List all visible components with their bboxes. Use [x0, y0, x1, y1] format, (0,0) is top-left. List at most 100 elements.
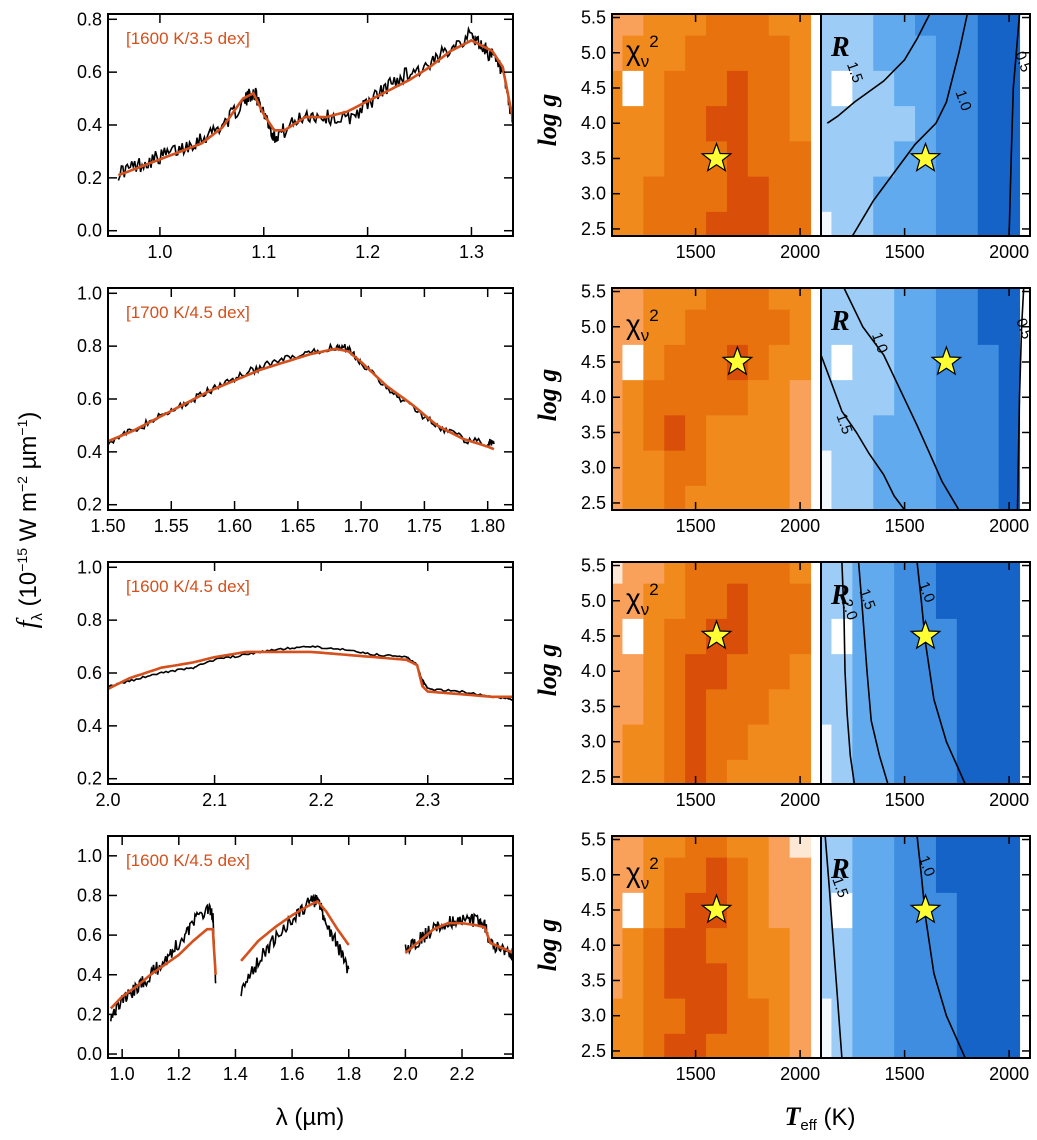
r-contour-1.5: [824, 836, 843, 1058]
chi-panel-1: 1500 2000 χν2: [611, 13, 822, 262]
r-panel-4: 1.5 1.0 1500 2000 R: [820, 835, 1031, 1084]
r-cell: [977, 688, 1000, 725]
y-tick-label: 5.0: [581, 591, 606, 611]
grid-ylabel-row1: log g: [533, 94, 562, 147]
chi-cell: [726, 759, 749, 784]
r-cell: [831, 211, 853, 236]
r-cell: [915, 653, 937, 690]
spectrum-panel-4: 1.0 1.2 1.4 1.6 1.8 2.0 2.2 0.0 0.2 0.4 0.6 0.8 1.0 […: [77, 835, 514, 1084]
chi-cell: [664, 344, 686, 381]
r-cell: [831, 379, 853, 416]
chi-cell: [768, 288, 791, 310]
chi-cell: [706, 35, 728, 71]
chi-cell: [789, 583, 812, 619]
r-cell: [956, 962, 979, 999]
chi-cell: [664, 562, 686, 584]
r-cell: [852, 35, 874, 71]
y-tick-label: 0.2: [77, 168, 102, 188]
r-cell: [831, 836, 853, 858]
r-contour-0.5: [1016, 288, 1025, 510]
r-cell: [831, 724, 853, 760]
chi-cell: [622, 836, 644, 858]
r-cell: [852, 140, 874, 177]
chi-cell: [726, 140, 749, 177]
y-tick-label: 0.2: [77, 769, 102, 789]
r-cell: [998, 70, 1021, 107]
r-cell: [915, 176, 937, 212]
r-cell: [977, 450, 1000, 486]
chi-cell: [768, 962, 791, 999]
r-cell: [977, 344, 1000, 381]
r-cell: [873, 998, 895, 1034]
chi-cell: [789, 653, 812, 690]
r-cell: [998, 562, 1021, 584]
x-tick-label: 2.0: [393, 1064, 418, 1084]
chi-cell: [789, 857, 812, 893]
r-cell: [821, 414, 832, 451]
r-cell: [821, 562, 832, 584]
chi-cell: [789, 485, 812, 510]
chi-cell: [664, 140, 686, 177]
chi-cell: [622, 962, 644, 999]
r-cell: [821, 450, 832, 486]
r-cell: [873, 140, 895, 177]
y-tick-label: 5.0: [581, 317, 606, 337]
r-cell: [977, 962, 1000, 999]
r-cell: [998, 379, 1021, 416]
r-cell: [915, 836, 937, 858]
chi-cell: [643, 14, 665, 36]
chi-cell: [643, 309, 665, 345]
chi-cell: [643, 379, 665, 416]
r-cell: [831, 857, 853, 893]
chi-cell: [789, 618, 812, 655]
chi-cell: [747, 618, 770, 655]
x-tick-label: 2000: [780, 242, 820, 262]
r-cell: [935, 379, 958, 416]
r-contour-label: 1.5: [843, 60, 866, 85]
chi-cell: [706, 344, 728, 381]
chi-cell: [664, 105, 686, 142]
chi-cell: [747, 1033, 770, 1058]
chi-cell: [685, 70, 707, 107]
chi-cell: [747, 892, 770, 929]
r-cell: [852, 653, 874, 690]
r-cell: [831, 998, 853, 1034]
r-cell: [977, 724, 1000, 760]
r-cell: [831, 414, 853, 451]
chi-cell: [643, 35, 665, 71]
chi-cell: [664, 1033, 686, 1058]
y-tick-label: 3.0: [581, 458, 606, 478]
chi-cell: [622, 35, 644, 71]
r-cell: [915, 35, 937, 71]
x-tick-label: 2000: [780, 516, 820, 536]
r-cell: [977, 176, 1000, 212]
r-cell: [915, 379, 937, 416]
r-cell: [873, 485, 895, 510]
chi-cell: [622, 344, 644, 381]
chi-cell: [612, 211, 623, 236]
r-cell: [935, 759, 958, 784]
chi-cell: [685, 583, 707, 619]
r-cell: [852, 618, 874, 655]
chi-cell: [726, 288, 749, 310]
chi-cell: [726, 724, 749, 760]
r-cell: [915, 562, 937, 584]
chi-cell: [622, 379, 644, 416]
r-cell: [956, 562, 979, 584]
r-cell: [935, 211, 958, 236]
chi-cell: [747, 485, 770, 510]
x-tick-label: 2.0: [95, 790, 120, 810]
r-contour-label: 1.0: [952, 88, 975, 113]
chi-cell: [747, 688, 770, 725]
r-cell: [852, 724, 874, 760]
r-cell: [956, 688, 979, 725]
chi-cell: [706, 724, 728, 760]
r-cell: [852, 14, 874, 36]
r-cells: 1.51.00.5: [821, 14, 1030, 236]
chi-cell: [664, 688, 686, 725]
chi-cell: [726, 70, 749, 107]
y-tick-label: 0.8: [77, 336, 102, 356]
r-cell: [852, 105, 874, 142]
